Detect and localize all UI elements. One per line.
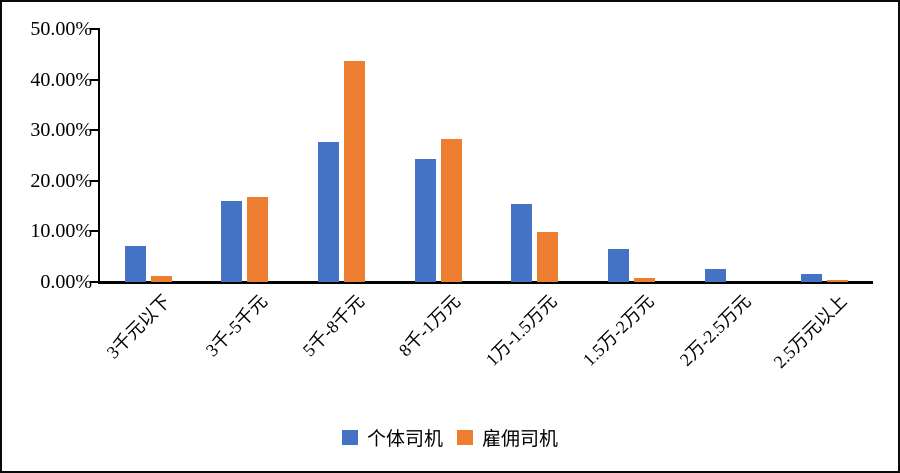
x-axis-label: 1万-1.5万元 bbox=[482, 291, 561, 370]
legend-item: 雇佣司机 bbox=[457, 424, 558, 451]
legend-swatch-icon bbox=[341, 430, 358, 445]
x-axis-label: 3千元以下 bbox=[103, 291, 175, 363]
bar bbox=[801, 274, 822, 282]
y-axis-tick bbox=[90, 129, 100, 132]
legend-item: 个体司机 bbox=[341, 424, 443, 451]
y-axis-label: 30.00% bbox=[30, 119, 92, 142]
x-axis-line bbox=[98, 281, 873, 284]
legend-label: 雇佣司机 bbox=[482, 429, 559, 450]
bar bbox=[125, 246, 146, 282]
y-axis-label: 0.00% bbox=[40, 271, 92, 293]
x-axis-label: 8千-1万元 bbox=[395, 291, 465, 361]
bar bbox=[827, 280, 848, 282]
x-axis-label: 5千-8千元 bbox=[298, 291, 368, 361]
x-axis-label: 1.5万-2万元 bbox=[578, 291, 658, 370]
bar bbox=[608, 249, 629, 282]
legend: 个体司机 雇佣司机 bbox=[0, 424, 900, 451]
y-axis-label: 40.00% bbox=[30, 68, 92, 91]
y-axis-tick bbox=[90, 179, 100, 182]
bar bbox=[318, 142, 339, 282]
y-axis-line bbox=[98, 29, 100, 282]
y-axis-tick bbox=[90, 281, 100, 283]
x-axis-label: 2.5万元以上 bbox=[769, 291, 851, 372]
y-axis-label: 10.00% bbox=[30, 220, 92, 243]
bar bbox=[511, 204, 532, 282]
bar bbox=[247, 197, 268, 282]
bar bbox=[634, 278, 655, 282]
legend-swatch-icon bbox=[457, 430, 473, 445]
legend-label: 个体司机 bbox=[366, 429, 443, 450]
bar bbox=[221, 201, 242, 282]
bar bbox=[705, 269, 726, 282]
y-axis-tick bbox=[90, 78, 100, 81]
bar bbox=[344, 61, 365, 282]
bar bbox=[441, 139, 462, 282]
bar bbox=[537, 232, 558, 282]
x-axis-label: 3千-5千元 bbox=[201, 291, 272, 361]
bar bbox=[415, 159, 436, 282]
y-axis-label: 20.00% bbox=[30, 169, 92, 192]
y-axis-tick bbox=[90, 230, 100, 233]
y-axis-tick bbox=[90, 28, 100, 30]
y-axis-label: 50.00% bbox=[30, 18, 92, 40]
bar bbox=[151, 276, 172, 282]
x-axis-label: 2万-2.5万元 bbox=[675, 291, 755, 370]
